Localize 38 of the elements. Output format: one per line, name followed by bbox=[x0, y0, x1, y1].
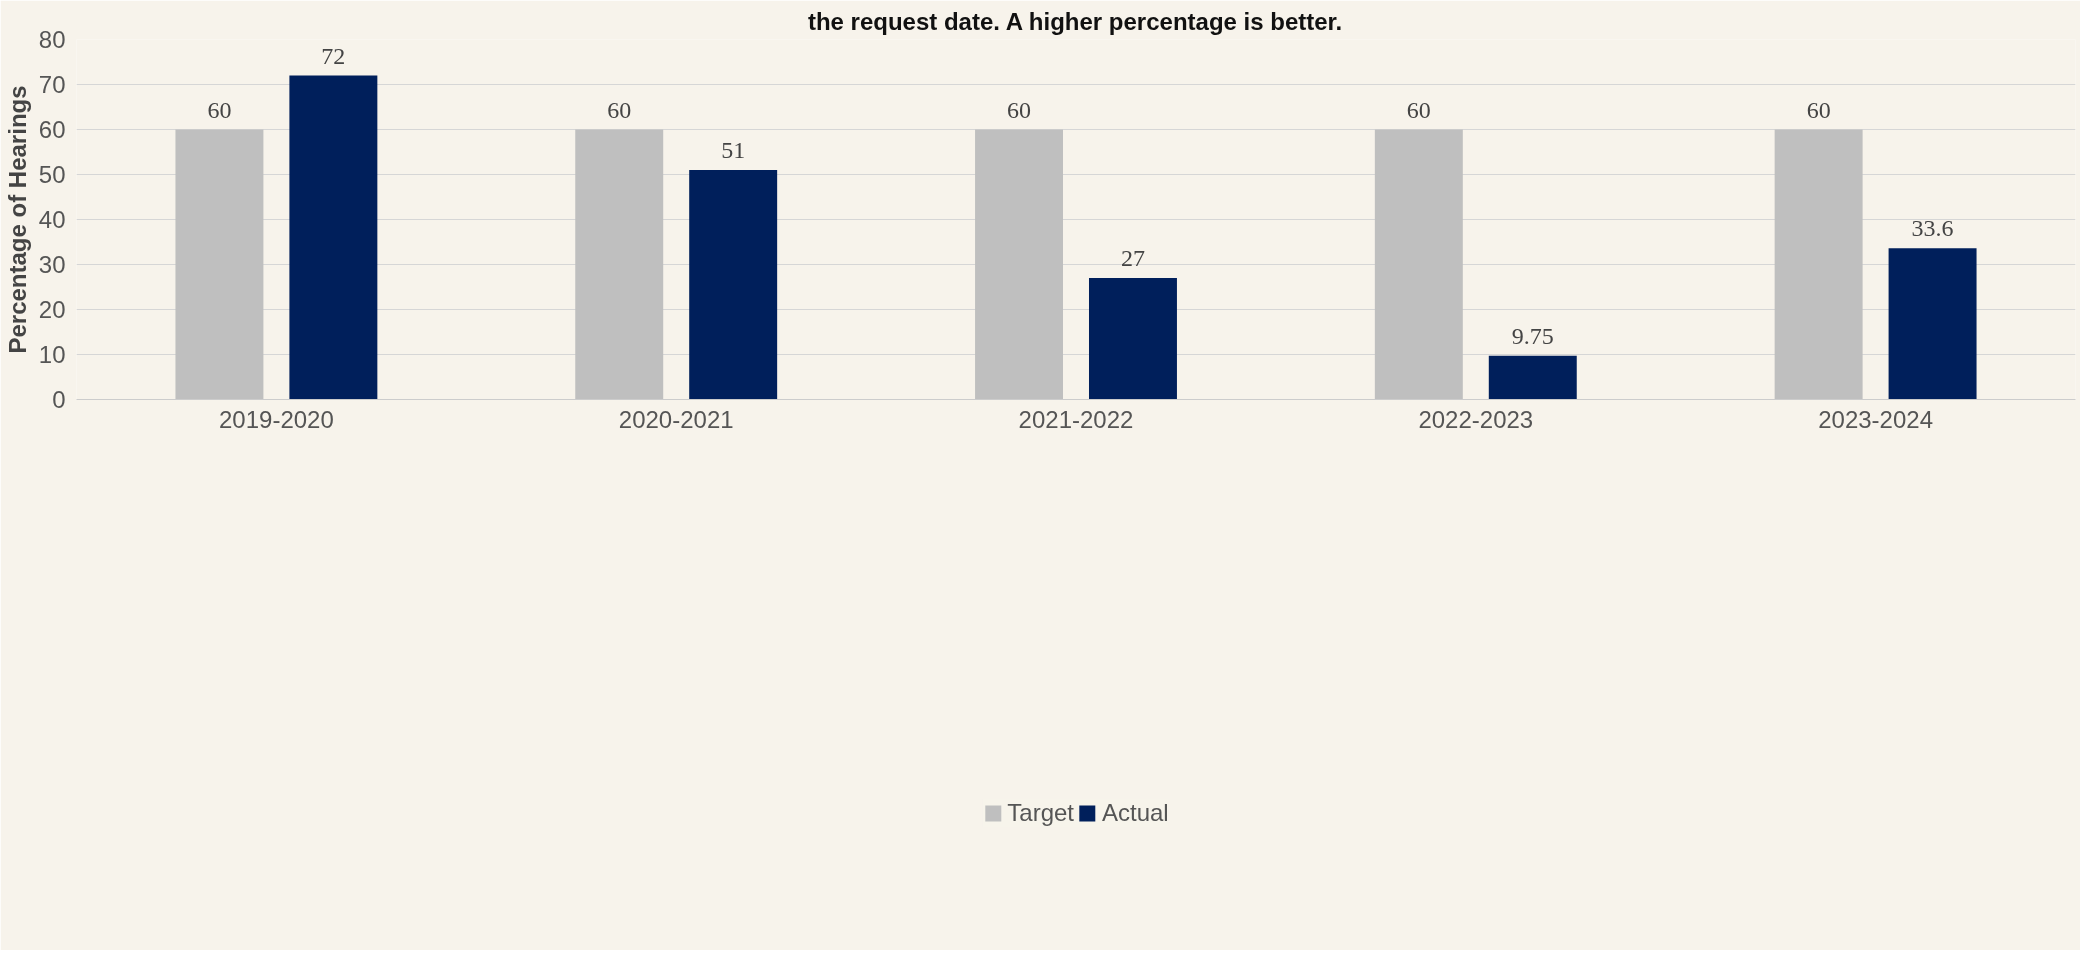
data-label: 60 bbox=[607, 96, 632, 123]
data-label: 72 bbox=[321, 42, 346, 69]
bar bbox=[1888, 248, 1977, 400]
data-label: 60 bbox=[1406, 96, 1431, 123]
x-tick-label: 2021-2022 bbox=[1018, 405, 1134, 433]
data-label: 60 bbox=[1806, 96, 1831, 123]
y-tick-label: 40 bbox=[38, 206, 66, 233]
x-tick-label: 2022-2023 bbox=[1418, 405, 1534, 433]
x-tick-label: 2019-2020 bbox=[219, 405, 334, 433]
data-label: 60 bbox=[207, 96, 232, 123]
x-tick-label: 2020-2021 bbox=[618, 405, 734, 433]
data-label: 27 bbox=[1120, 245, 1145, 271]
y-tick-label: 20 bbox=[38, 296, 66, 323]
y-tick-label: 50 bbox=[38, 161, 66, 188]
data-label: 51 bbox=[721, 137, 746, 163]
data-label: 9.75 bbox=[1511, 322, 1554, 349]
y-tick-label: 30 bbox=[38, 251, 66, 278]
legend-label: Actual bbox=[1102, 799, 1169, 827]
bar bbox=[1774, 129, 1863, 400]
bar bbox=[689, 170, 778, 400]
bar bbox=[1374, 129, 1463, 400]
y-tick-label: 60 bbox=[38, 116, 66, 143]
x-tick-label: 2023-2024 bbox=[1818, 405, 1933, 433]
y-tick-label: 10 bbox=[38, 341, 66, 368]
legend-label: Target bbox=[1007, 799, 1074, 827]
data-label: 33.6 bbox=[1911, 215, 1954, 242]
bar bbox=[1488, 355, 1577, 400]
y-tick-label: 70 bbox=[38, 71, 66, 98]
y-tick-label: 0 bbox=[52, 386, 66, 413]
bar bbox=[1088, 278, 1177, 400]
chart-subtitle: the request date. A higher percentage is better. bbox=[807, 7, 1343, 35]
y-axis-title: Percentage of Hearings bbox=[3, 85, 31, 354]
bar bbox=[575, 129, 664, 400]
y-tick-label: 80 bbox=[38, 26, 66, 53]
bar bbox=[289, 75, 378, 400]
bar bbox=[175, 129, 264, 400]
bar bbox=[975, 129, 1064, 400]
data-label: 60 bbox=[1007, 96, 1032, 123]
